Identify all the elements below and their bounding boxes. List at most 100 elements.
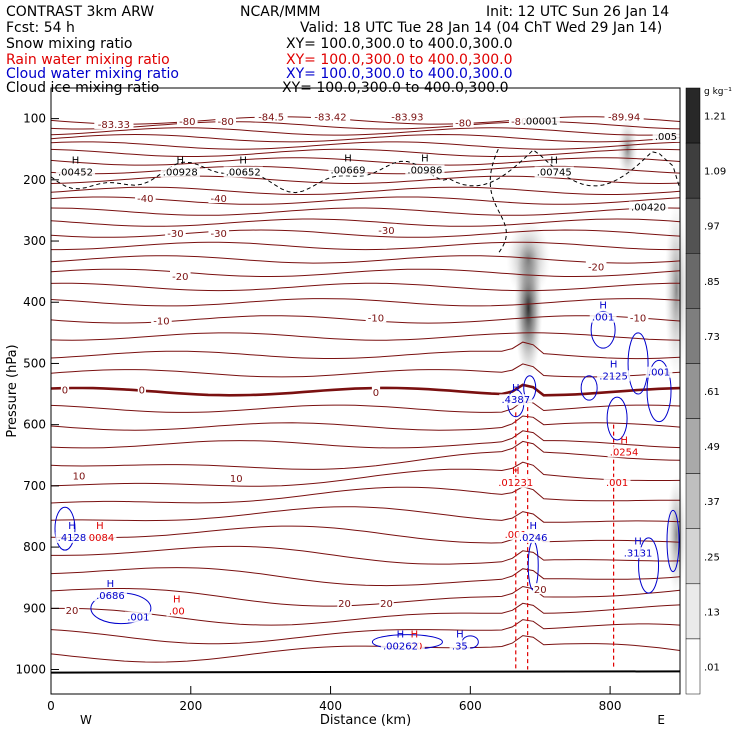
cloud-water-max-label-bg	[55, 531, 89, 543]
snow-max-label-h: H	[344, 154, 352, 165]
snow-max-label-h: H	[72, 156, 80, 167]
y-tick-label: 500	[23, 356, 46, 370]
temp-contour-label: 20	[66, 606, 79, 617]
temp-contour-label: -83.33	[98, 120, 130, 131]
isotherm-line	[50, 415, 681, 431]
snow-max-label-bg	[160, 166, 200, 178]
colorbar-segment	[685, 87, 701, 144]
cloud-water-max-label-h: H	[529, 521, 537, 532]
x-tick-label: 0	[47, 699, 55, 713]
temp-label-bg	[215, 114, 237, 126]
snow-shade-edge	[664, 200, 689, 380]
temp-contour-label: 0	[139, 386, 145, 397]
rain-max-label: .00	[169, 606, 185, 617]
temp-contour-label: -80	[218, 117, 234, 128]
cloud-water-max-label: .001	[648, 368, 670, 379]
x-tick-label: 800	[599, 699, 622, 713]
rain-max-label: .001	[606, 478, 628, 489]
y-tick-label: 800	[23, 540, 46, 554]
temp-contour-label: -30	[378, 226, 394, 237]
temp-contour-label: 0	[373, 388, 379, 399]
y-tick-label: 1000	[15, 663, 46, 677]
temp-label-bg	[165, 226, 186, 238]
cloud-water-contour	[580, 375, 598, 401]
temp-label-bg	[208, 192, 230, 204]
isotherm-line	[50, 430, 681, 449]
isotherm-line	[50, 148, 681, 157]
colorbar-label: .49	[704, 442, 720, 453]
colorbar-segment	[685, 583, 701, 640]
temp-label-bg	[208, 226, 230, 238]
temp-contour-label: -20	[172, 272, 188, 283]
temp-label-bg	[387, 110, 428, 122]
isotherm-line	[50, 332, 681, 341]
east-label: E	[657, 713, 665, 727]
model-title: CONTRAST 3km ARW	[6, 4, 155, 20]
colorbar-label: .13	[704, 607, 720, 618]
isotherm-line	[50, 525, 681, 544]
cloud-water-contour	[638, 537, 660, 594]
init-time: Init: 12 UTC Sun 26 Jan 14	[486, 4, 670, 20]
isotherm-line	[51, 545, 681, 565]
temp-contour-label: 20	[380, 599, 393, 610]
cloud-water-contour	[606, 396, 628, 441]
temp-label-bg	[453, 116, 474, 128]
cloud-water-contour	[590, 310, 616, 349]
cloud-water-max-label-h: H	[107, 579, 115, 590]
temp-label-bg	[137, 383, 146, 395]
colorbar-label: .01	[704, 662, 720, 673]
cloud-water-max-label-h: H	[634, 536, 642, 547]
temp-label-bg	[176, 114, 198, 126]
snow-max-label-bg	[328, 164, 368, 176]
cloud-water-contour	[54, 506, 76, 551]
rain-max-label-h: H	[620, 435, 628, 446]
snow-max-label: .005	[655, 132, 677, 143]
temp-label-bg	[585, 260, 607, 272]
temp-contour-label: -80	[455, 119, 471, 130]
temp-contour-label: -30	[167, 229, 183, 240]
cloud-water-max-label: .4128	[58, 533, 87, 544]
colorbar-segment	[685, 197, 701, 254]
temp-label-bg	[365, 311, 387, 323]
temp-label-bg	[604, 110, 644, 122]
temp-label-bg	[94, 117, 134, 129]
org-label: NCAR/MMM	[240, 4, 321, 20]
temp-contour-label: -83.42	[314, 113, 346, 124]
colorbar-label: .25	[704, 552, 720, 563]
isotherm-zero	[50, 383, 681, 397]
rain-max-label: .0254	[610, 447, 639, 458]
snow-max-label: .00669	[331, 166, 366, 177]
cloud-water-max-label: .001	[592, 313, 614, 324]
snow-max-label: .00420	[631, 202, 666, 213]
x-axis-label: Distance (km)	[320, 713, 411, 728]
isotherm-line	[50, 218, 681, 227]
temp-label-bg	[135, 192, 156, 204]
y-tick-label: 400	[23, 295, 46, 309]
valid-time: Valid: 18 UTC Tue 28 Jan 14 (04 ChT Wed …	[300, 20, 663, 36]
snow-contour-dashed	[50, 149, 681, 194]
isotherm-line	[50, 207, 681, 216]
cloud-water-max-label-bg	[589, 311, 617, 323]
plot-frame	[50, 87, 681, 695]
rain-max-label-bg	[603, 476, 631, 488]
cloud-water-contour	[527, 540, 539, 591]
cloud-water-max-label-bg	[499, 394, 533, 406]
isotherm-line	[50, 255, 681, 264]
colorbar-unit: g kg⁻¹	[704, 87, 732, 97]
rain-max-label: .0084	[86, 533, 115, 544]
legend-snow-name: Snow mixing ratio	[6, 36, 133, 52]
isotherm-line	[50, 619, 681, 645]
legend-snow-xy: XY= 100.0,300.0 to 400.0,300.0	[286, 36, 513, 52]
rain-max-label-h: H	[411, 629, 419, 640]
cloud-water-max-label: .001	[127, 613, 149, 624]
temp-label-bg	[371, 386, 381, 398]
isotherm-line	[50, 440, 681, 470]
snow-max-label: .00986	[407, 166, 442, 177]
colorbar-label: 1.09	[704, 167, 726, 178]
temp-label-bg	[169, 269, 191, 281]
cloud-water-max-label-h: H	[610, 359, 618, 370]
x-tick-label: 600	[459, 699, 482, 713]
temp-label-bg	[379, 597, 394, 609]
cloud-water-max-label-h: H	[512, 383, 520, 394]
cloud-water-max-label: .0686	[96, 591, 125, 602]
